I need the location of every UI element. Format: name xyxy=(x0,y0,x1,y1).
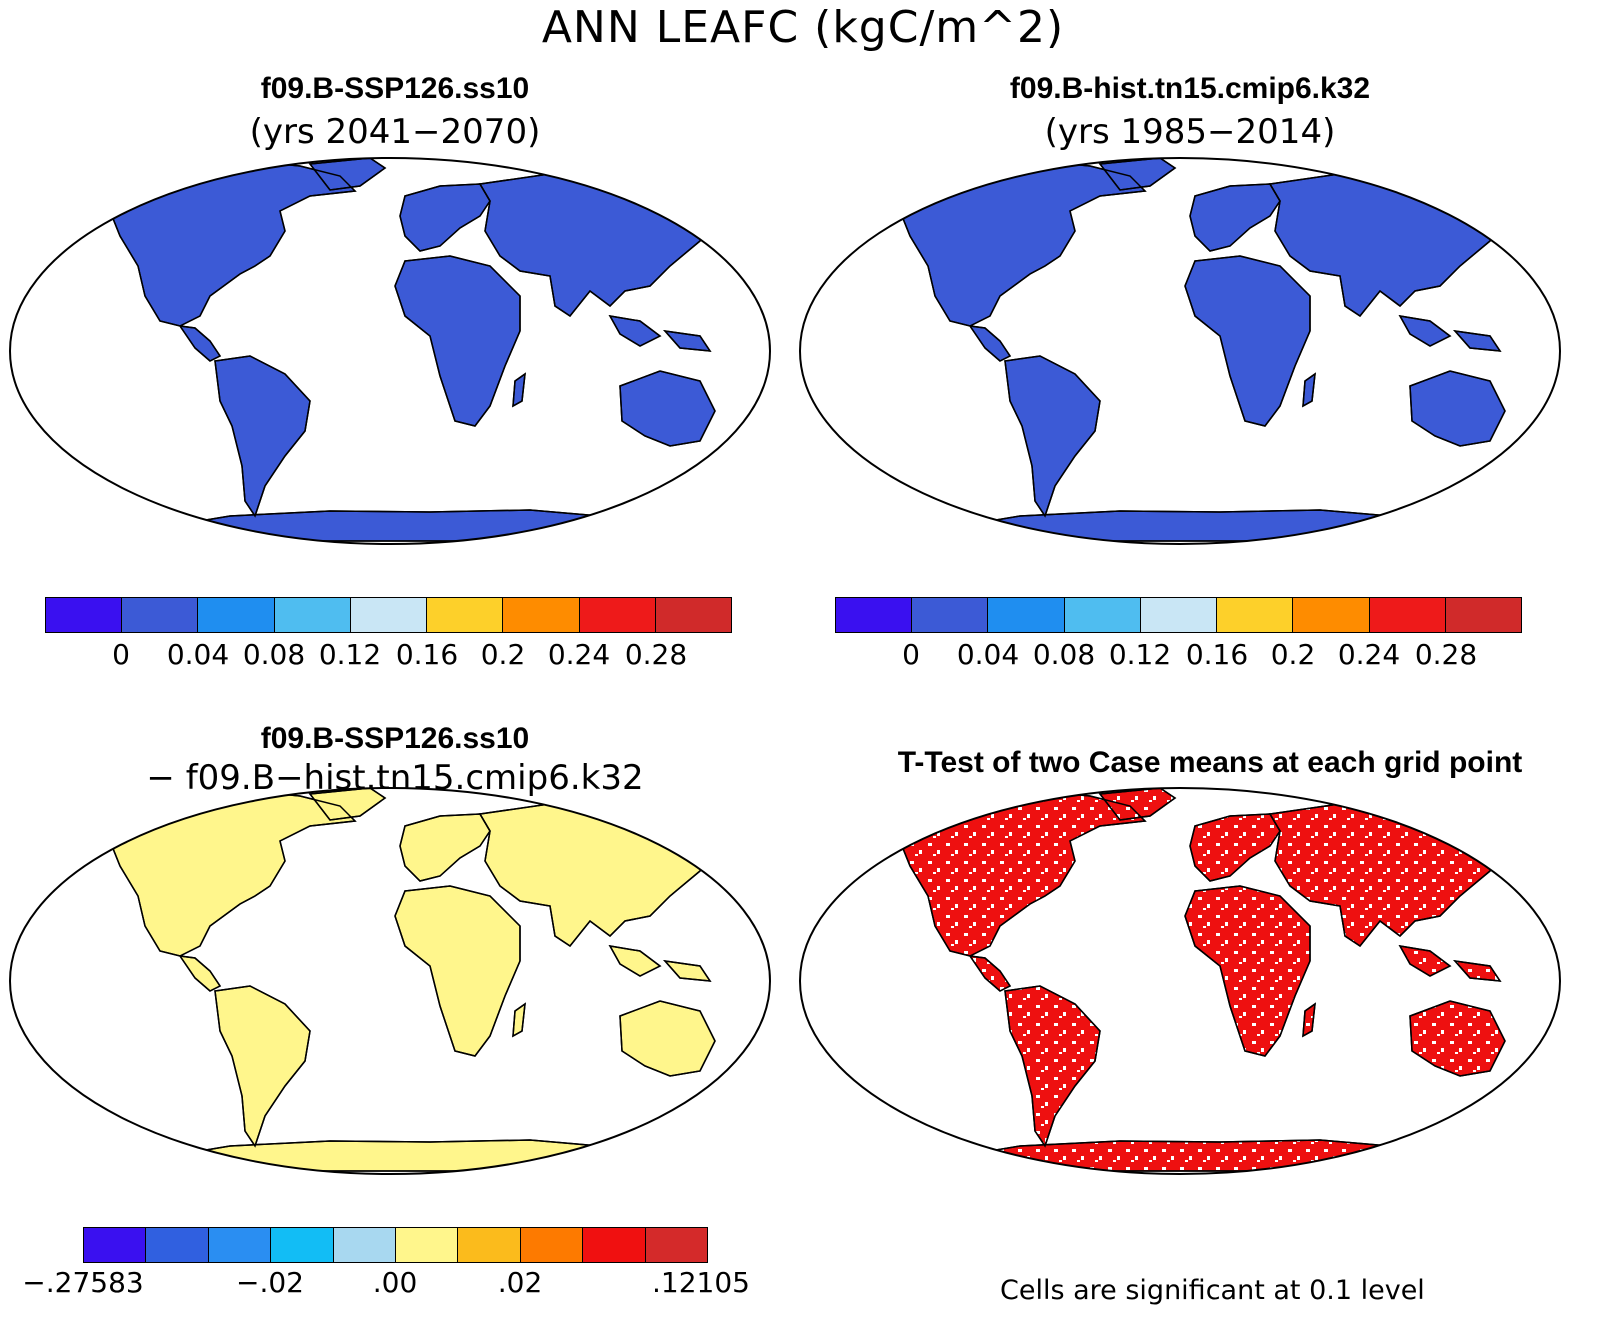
colorbar-swatch xyxy=(349,597,428,633)
colorbar-swatch xyxy=(273,597,351,633)
colorbar-swatch xyxy=(207,1227,272,1263)
colorbar-swatch xyxy=(578,597,656,633)
colorbar-boxes xyxy=(45,597,732,633)
panel-tr-title: f09.B-hist.tn15.cmip6.k32 xyxy=(1009,72,1371,105)
colorbar-boxes xyxy=(835,597,1522,633)
panel-bl-subtitle: − f09.B−hist.tn15.cmip6.k32 xyxy=(146,758,644,798)
colorbar-swatch xyxy=(519,1227,584,1263)
colorbar-swatch xyxy=(987,597,1065,633)
cb-label: .12105 xyxy=(652,1266,750,1299)
colorbar-swatch xyxy=(644,1227,709,1263)
panel-br-title: T-Test of two Case means at each grid po… xyxy=(897,746,1523,779)
cb-label: 0.28 xyxy=(1414,638,1478,671)
cb-label: 0.12 xyxy=(318,638,382,671)
cb-label: .02 xyxy=(497,1266,543,1299)
figure-title: ANN LEAFC (kgC/m^2) xyxy=(541,2,1065,53)
cb-label: 0.24 xyxy=(1337,638,1401,671)
colorbar-swatch xyxy=(911,597,989,633)
cb-label: .00 xyxy=(372,1266,418,1299)
colorbar-swatch xyxy=(457,1227,521,1263)
colorbar-swatch xyxy=(1216,597,1294,633)
colorbar-swatch xyxy=(332,1227,397,1263)
colorbar-swatch xyxy=(121,597,199,633)
cb-label: 0.08 xyxy=(1032,638,1096,671)
cb-label: 0.2 xyxy=(1270,638,1316,671)
colorbar-top-right-labels: 0 0.04 0.08 0.12 0.16 0.2 0.24 0.28 xyxy=(835,638,1522,672)
colorbar-top-left-labels: 0 0.04 0.08 0.12 0.16 0.2 0.24 0.28 xyxy=(45,638,732,672)
cb-label: 0.16 xyxy=(395,638,459,671)
colorbar-bottom-left xyxy=(83,1227,709,1263)
panel-tl-title: f09.B-SSP126.ss10 xyxy=(260,72,530,105)
cb-label: 0.16 xyxy=(1185,638,1249,671)
cb-label: 0.08 xyxy=(242,638,306,671)
map-bottom-left xyxy=(9,787,771,1175)
cb-label: −.27583 xyxy=(22,1266,144,1299)
colorbar-swatch xyxy=(1063,597,1141,633)
colorbar-swatch xyxy=(145,1227,209,1263)
cb-label: 0.12 xyxy=(1108,638,1172,671)
colorbar-swatch xyxy=(835,597,913,633)
panel-tr-subtitle: (yrs 1985−2014) xyxy=(1044,112,1336,152)
colorbar-bottom-left-labels: −.27583 −.02 .00 .02 .12105 xyxy=(22,1266,750,1300)
colorbar-swatch xyxy=(654,597,732,633)
panel-tl-subtitle: (yrs 2041−2070) xyxy=(249,112,541,152)
map-top-left xyxy=(9,157,771,545)
panel-bl-title: f09.B-SSP126.ss10 xyxy=(260,722,530,755)
cb-label: 0.28 xyxy=(624,638,688,671)
map-top-right xyxy=(799,157,1561,545)
cb-label: 0.2 xyxy=(480,638,526,671)
colorbar-swatch xyxy=(582,1227,646,1263)
colorbar-swatch xyxy=(1139,597,1218,633)
colorbar-boxes xyxy=(83,1227,709,1263)
colorbar-swatch xyxy=(270,1227,334,1263)
cb-label: −.02 xyxy=(236,1266,304,1299)
colorbar-top-left xyxy=(45,597,732,633)
cb-label: 0.04 xyxy=(956,638,1020,671)
colorbar-swatch xyxy=(502,597,580,633)
significance-note: Cells are significant at 0.1 level xyxy=(1000,1275,1425,1306)
colorbar-swatch xyxy=(1444,597,1522,633)
colorbar-swatch xyxy=(45,597,123,633)
colorbar-swatch xyxy=(426,597,504,633)
colorbar-swatch xyxy=(1292,597,1370,633)
colorbar-swatch xyxy=(1368,597,1446,633)
colorbar-swatch xyxy=(83,1227,147,1263)
map-bottom-right xyxy=(799,787,1561,1175)
colorbar-swatch xyxy=(197,597,275,633)
colorbar-swatch xyxy=(395,1227,459,1263)
cb-label: 0 xyxy=(902,638,920,671)
cb-label: 0 xyxy=(112,638,130,671)
cb-label: 0.24 xyxy=(547,638,611,671)
colorbar-top-right xyxy=(835,597,1522,633)
cb-label: 0.04 xyxy=(166,638,230,671)
